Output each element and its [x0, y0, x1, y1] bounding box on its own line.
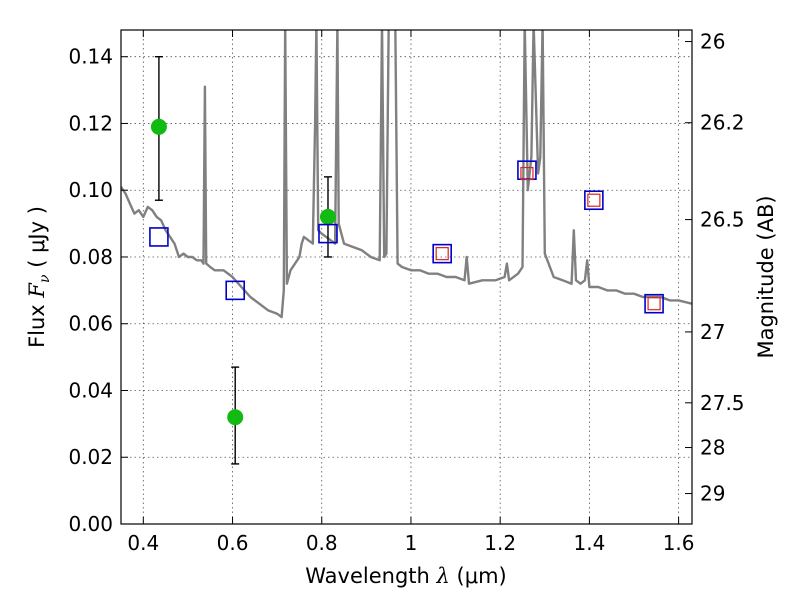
axis-ticks: 0.4 0.6 0.8 1 1.2 1.4 1.6 0.00 0.02 0.04 0.06 0.08 0… [68, 30, 744, 555]
x-tick-label: 1.2 [484, 531, 516, 555]
observed-point [150, 118, 167, 135]
x-tick-label: 0.6 [217, 531, 249, 555]
y2-tick-label: 26.2 [700, 111, 745, 135]
y-tick-label: 0.00 [68, 512, 113, 536]
plot-background [121, 30, 692, 524]
plot-frame [120, 29, 693, 525]
y-tick-label: 0.06 [68, 312, 113, 336]
y2-axis-title: Magnitude (AB) [754, 195, 778, 358]
y-tick-label: 0.08 [68, 245, 113, 269]
x-tick-label: 1 [405, 531, 418, 555]
x-axis-title-text: Wavelength [305, 564, 430, 588]
y-tick-label: 0.10 [68, 178, 113, 202]
model-point-square [584, 190, 604, 211]
x-axis-title-unit: (μm) [457, 564, 507, 588]
model-alt-point-square [587, 193, 601, 207]
y-tick-label: 0.04 [68, 378, 113, 402]
y2-tick-label: 29 [700, 482, 725, 506]
x-tick-label: 0.4 [127, 531, 159, 555]
model-point-square [149, 227, 169, 247]
y-axis-title-symbol: F [25, 282, 49, 299]
observed-point [227, 409, 244, 426]
model-alt-point-square [435, 247, 449, 261]
model-point-square [644, 293, 664, 314]
y-tick-label: 0.02 [68, 445, 113, 469]
y-axis-title: Flux Fν ( μJy ) [25, 206, 53, 348]
y2-tick-label: 27 [700, 320, 725, 344]
y-axis-title-unit: ( μJy ) [25, 206, 49, 268]
x-tick-label: 1.6 [663, 531, 695, 555]
x-axis-title-symbol: λ [436, 564, 450, 588]
x-tick-label: 1.4 [573, 531, 605, 555]
x-axis-title: Wavelength λ (μm) [305, 564, 506, 588]
y-tick-label: 0.14 [68, 45, 113, 69]
model-point-square [318, 223, 338, 244]
model-alt-point-square [520, 166, 534, 181]
data-markers [149, 56, 664, 465]
model-spectrum-line [121, 30, 692, 319]
y2-tick-label: 28 [700, 436, 725, 460]
y2-tick-label: 26.5 [700, 208, 745, 232]
y2-tick-label: 26 [700, 30, 725, 54]
x-tick-label: 0.8 [306, 531, 338, 555]
observed-point [319, 208, 336, 225]
y-axis-title-text: Flux [25, 304, 49, 348]
y-tick-label: 0.12 [68, 111, 113, 135]
model-point-square [225, 280, 245, 301]
y-axis-title-subscript: ν [37, 274, 53, 283]
model-alt-point-square [647, 297, 661, 311]
y2-tick-label: 27.5 [700, 391, 745, 415]
model-point-square [432, 243, 452, 264]
